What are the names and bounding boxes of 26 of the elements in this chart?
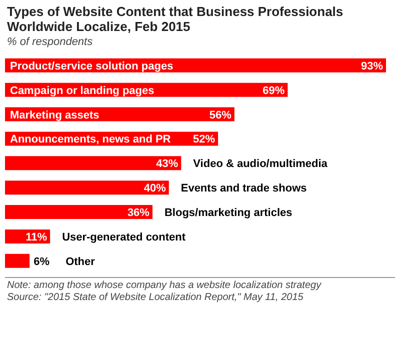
y-tick-label: Other xyxy=(66,256,96,268)
y-tick-label: User-generated content xyxy=(62,231,186,244)
y-tick-label: Campaign or landing pages xyxy=(10,84,154,97)
chart-subtitle: % of respondents xyxy=(7,36,94,48)
source-note: Source: "2015 State of Website Localization Report," May 11, 2015 xyxy=(7,292,304,304)
data-label: 69% xyxy=(262,84,285,97)
y-tick-label: Marketing assets xyxy=(10,109,100,122)
data-label: 11% xyxy=(26,231,48,244)
data-label: 43% xyxy=(156,158,178,170)
data-label: 40% xyxy=(144,182,166,195)
bar xyxy=(5,205,152,220)
y-tick-label: Events and trade shows xyxy=(180,182,307,195)
data-label: 6% xyxy=(34,256,50,268)
y-tick-label: Blogs/marketing articles xyxy=(164,207,292,220)
y-tick-label: Product/service solution pages xyxy=(10,60,174,72)
chart-title: Types of Website Content that Business Professionals Worldwide Localize, Feb 2015 xyxy=(6,4,344,34)
text: Note: among those whose company has a website localization strategy xyxy=(7,280,322,292)
data-label: 56% xyxy=(209,109,232,122)
data-label: 93% xyxy=(360,60,384,72)
bar xyxy=(5,180,169,195)
data-label: 36% xyxy=(127,207,150,220)
bar xyxy=(5,254,30,268)
data-label: 52% xyxy=(193,134,216,146)
bar xyxy=(5,156,182,170)
y-tick-label: Video & audio/multimedia xyxy=(193,158,328,170)
y-tick-label: Announcements, news and PR xyxy=(10,134,171,146)
